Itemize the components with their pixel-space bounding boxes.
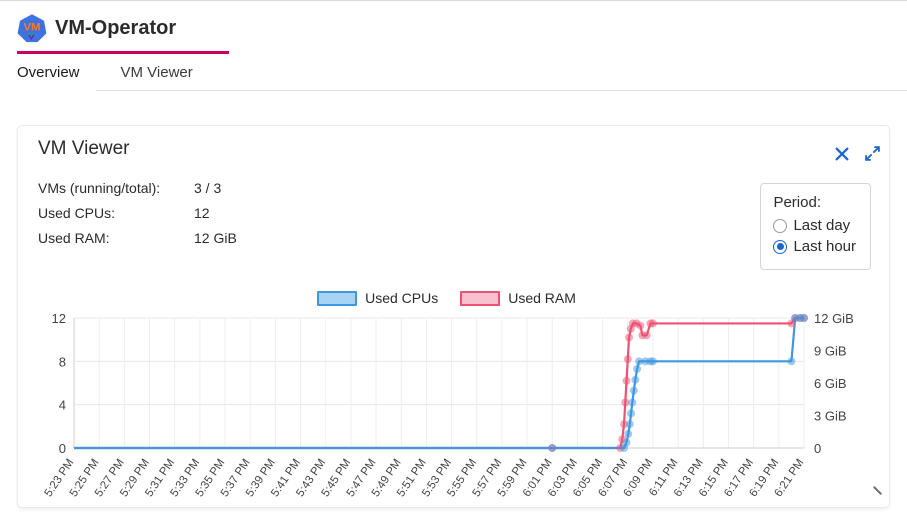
svg-text:0: 0 [59,441,66,456]
svg-text:VM: VM [23,21,40,33]
svg-text:12 GiB: 12 GiB [814,311,854,326]
svg-text:12: 12 [52,311,66,326]
svg-text:6 GiB: 6 GiB [814,376,847,391]
svg-text:4: 4 [59,398,66,413]
svg-text:0: 0 [814,441,821,456]
svg-text:3 GiB: 3 GiB [814,409,847,424]
svg-text:8: 8 [59,354,66,369]
svg-text:9 GiB: 9 GiB [814,344,847,359]
